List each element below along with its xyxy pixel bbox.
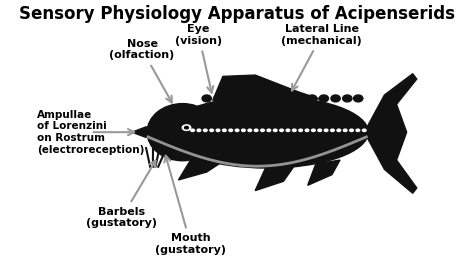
Ellipse shape (182, 125, 191, 131)
Ellipse shape (255, 129, 258, 132)
Ellipse shape (273, 129, 277, 132)
Ellipse shape (305, 129, 309, 132)
Ellipse shape (210, 129, 213, 132)
Ellipse shape (292, 129, 296, 132)
Ellipse shape (343, 129, 347, 132)
Ellipse shape (299, 129, 302, 132)
Ellipse shape (261, 129, 264, 132)
Ellipse shape (350, 129, 353, 132)
Ellipse shape (249, 95, 258, 102)
Ellipse shape (191, 129, 194, 132)
Ellipse shape (296, 95, 305, 102)
Polygon shape (255, 164, 296, 191)
Ellipse shape (248, 129, 252, 132)
Ellipse shape (318, 129, 321, 132)
Ellipse shape (331, 95, 340, 102)
Ellipse shape (166, 96, 368, 168)
Ellipse shape (363, 129, 366, 132)
Text: Lateral Line
(mechanical): Lateral Line (mechanical) (282, 24, 362, 91)
Ellipse shape (214, 95, 223, 102)
Polygon shape (132, 127, 182, 138)
Ellipse shape (261, 95, 270, 102)
Polygon shape (178, 154, 227, 180)
Ellipse shape (235, 129, 239, 132)
Polygon shape (308, 160, 340, 185)
Ellipse shape (242, 129, 245, 132)
Ellipse shape (356, 129, 360, 132)
Ellipse shape (184, 126, 188, 129)
Ellipse shape (308, 95, 317, 102)
Text: Mouth
(gustatory): Mouth (gustatory) (155, 156, 226, 255)
Ellipse shape (273, 95, 282, 102)
Polygon shape (213, 75, 320, 100)
Ellipse shape (343, 95, 352, 102)
Ellipse shape (331, 129, 334, 132)
Ellipse shape (319, 95, 328, 102)
Ellipse shape (324, 129, 328, 132)
Ellipse shape (229, 129, 233, 132)
Ellipse shape (280, 129, 283, 132)
Ellipse shape (311, 129, 315, 132)
Ellipse shape (222, 129, 226, 132)
Text: Nose
(olfaction): Nose (olfaction) (109, 39, 175, 103)
Text: Barbels
(gustatory): Barbels (gustatory) (86, 160, 157, 228)
Ellipse shape (237, 95, 246, 102)
Ellipse shape (286, 129, 290, 132)
Ellipse shape (216, 129, 220, 132)
Text: Eye
(vision): Eye (vision) (175, 24, 222, 93)
Polygon shape (364, 74, 417, 193)
Ellipse shape (284, 95, 293, 102)
Ellipse shape (203, 129, 207, 132)
Text: Sensory Physiology Apparatus of Acipenserids: Sensory Physiology Apparatus of Acipense… (19, 5, 455, 23)
Ellipse shape (354, 95, 363, 102)
Ellipse shape (267, 129, 271, 132)
Ellipse shape (226, 95, 235, 102)
Ellipse shape (147, 104, 218, 161)
Text: Ampullae
of Lorenzini
on Rostrum
(electroreception): Ampullae of Lorenzini on Rostrum (electr… (37, 110, 145, 155)
Ellipse shape (202, 95, 211, 102)
Ellipse shape (337, 129, 341, 132)
Ellipse shape (197, 129, 201, 132)
